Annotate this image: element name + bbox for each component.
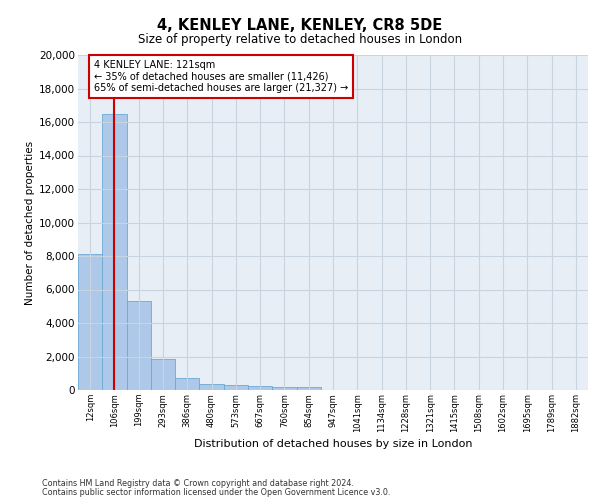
Bar — [296, 386, 321, 390]
Text: 4 KENLEY LANE: 121sqm
← 35% of detached houses are smaller (11,426)
65% of semi-: 4 KENLEY LANE: 121sqm ← 35% of detached … — [94, 60, 348, 93]
Bar — [199, 384, 224, 390]
Text: 4, KENLEY LANE, KENLEY, CR8 5DE: 4, KENLEY LANE, KENLEY, CR8 5DE — [157, 18, 443, 32]
Text: Contains HM Land Registry data © Crown copyright and database right 2024.: Contains HM Land Registry data © Crown c… — [42, 479, 354, 488]
Bar — [127, 301, 151, 390]
Y-axis label: Number of detached properties: Number of detached properties — [25, 140, 35, 304]
Bar — [151, 359, 175, 390]
Bar — [78, 254, 102, 390]
Bar — [272, 387, 296, 390]
Bar — [248, 386, 272, 390]
Bar — [102, 114, 127, 390]
Text: Contains public sector information licensed under the Open Government Licence v3: Contains public sector information licen… — [42, 488, 391, 497]
Bar — [224, 386, 248, 390]
X-axis label: Distribution of detached houses by size in London: Distribution of detached houses by size … — [194, 439, 472, 449]
Bar — [175, 378, 199, 390]
Text: Size of property relative to detached houses in London: Size of property relative to detached ho… — [138, 32, 462, 46]
